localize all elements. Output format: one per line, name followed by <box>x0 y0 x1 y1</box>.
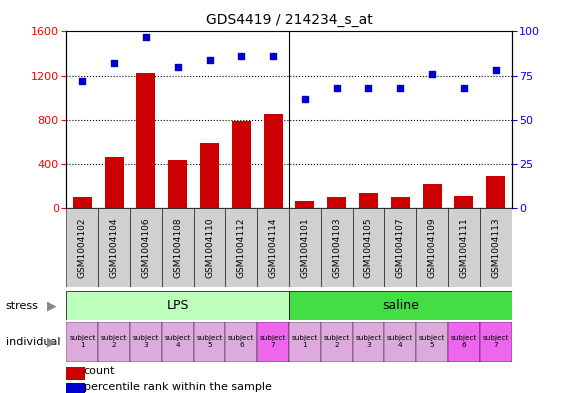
Bar <box>416 208 448 287</box>
Bar <box>480 208 512 287</box>
Text: subject
2: subject 2 <box>101 335 127 349</box>
Bar <box>391 197 410 208</box>
Text: GSM1004104: GSM1004104 <box>110 217 118 278</box>
Point <box>460 85 469 91</box>
Bar <box>423 184 442 208</box>
Bar <box>162 322 194 362</box>
Bar <box>200 143 219 208</box>
Bar <box>289 208 321 287</box>
Text: subject
2: subject 2 <box>324 335 350 349</box>
Text: GSM1004106: GSM1004106 <box>142 217 150 278</box>
Bar <box>98 322 130 362</box>
Text: subject
5: subject 5 <box>197 335 223 349</box>
Bar <box>66 208 98 287</box>
Bar <box>353 322 384 362</box>
Bar <box>359 193 378 208</box>
Point <box>301 95 310 102</box>
Point <box>110 60 119 66</box>
Text: subject
3: subject 3 <box>355 335 381 349</box>
Text: saline: saline <box>382 299 418 312</box>
Text: GSM1004107: GSM1004107 <box>396 217 405 278</box>
Bar <box>454 196 473 208</box>
Bar <box>130 208 162 287</box>
Bar <box>416 322 448 362</box>
Text: GSM1004114: GSM1004114 <box>269 217 277 278</box>
Text: subject
1: subject 1 <box>292 335 318 349</box>
Point <box>428 71 437 77</box>
Text: subject
4: subject 4 <box>387 335 413 349</box>
Text: GSM1004102: GSM1004102 <box>78 217 87 278</box>
Text: percentile rank within the sample: percentile rank within the sample <box>84 382 272 392</box>
Bar <box>257 322 289 362</box>
Bar <box>162 208 194 287</box>
Text: GSM1004111: GSM1004111 <box>460 217 468 278</box>
Bar <box>66 291 289 320</box>
Bar <box>73 197 92 208</box>
Text: GSM1004108: GSM1004108 <box>173 217 182 278</box>
Bar <box>289 322 321 362</box>
Text: subject
1: subject 1 <box>69 335 95 349</box>
Bar <box>232 121 251 208</box>
Bar <box>295 200 314 208</box>
Bar <box>327 197 346 208</box>
Bar <box>353 208 384 287</box>
Bar <box>168 160 187 208</box>
Point <box>77 78 87 84</box>
Point <box>364 85 373 91</box>
Bar <box>130 322 162 362</box>
Bar <box>486 176 505 208</box>
Bar <box>136 73 155 208</box>
Text: subject
7: subject 7 <box>260 335 286 349</box>
Bar <box>66 322 98 362</box>
Text: subject
6: subject 6 <box>451 335 477 349</box>
Text: LPS: LPS <box>166 299 189 312</box>
Point <box>237 53 246 59</box>
Text: GSM1004103: GSM1004103 <box>332 217 341 278</box>
Bar <box>66 383 85 393</box>
Text: individual: individual <box>6 337 60 347</box>
Point <box>396 85 405 91</box>
Bar <box>194 208 225 287</box>
Text: stress: stress <box>6 301 39 310</box>
Text: subject
7: subject 7 <box>483 335 509 349</box>
Point <box>332 85 341 91</box>
Text: GSM1004109: GSM1004109 <box>428 217 436 278</box>
Text: count: count <box>84 366 115 376</box>
Text: GSM1004112: GSM1004112 <box>237 217 246 278</box>
Bar <box>194 322 225 362</box>
Bar <box>289 291 512 320</box>
Text: subject
6: subject 6 <box>228 335 254 349</box>
Text: GSM1004110: GSM1004110 <box>205 217 214 278</box>
Text: ▶: ▶ <box>47 335 57 349</box>
Bar <box>98 208 130 287</box>
Text: GDS4419 / 214234_s_at: GDS4419 / 214234_s_at <box>206 13 372 27</box>
Text: ▶: ▶ <box>47 299 57 312</box>
Bar <box>448 208 480 287</box>
Bar <box>257 208 289 287</box>
Bar <box>225 322 257 362</box>
Bar <box>384 322 416 362</box>
Text: GSM1004113: GSM1004113 <box>491 217 500 278</box>
Bar <box>321 208 353 287</box>
Point <box>173 64 183 70</box>
Bar <box>321 322 353 362</box>
Bar <box>225 208 257 287</box>
Text: subject
4: subject 4 <box>165 335 191 349</box>
Point <box>141 34 150 40</box>
Bar <box>66 367 85 380</box>
Bar <box>264 114 283 208</box>
Text: GSM1004105: GSM1004105 <box>364 217 373 278</box>
Text: GSM1004101: GSM1004101 <box>301 217 309 278</box>
Text: subject
3: subject 3 <box>133 335 159 349</box>
Bar <box>448 322 480 362</box>
Point <box>491 67 501 73</box>
Point <box>268 53 278 59</box>
Point <box>205 57 214 63</box>
Bar <box>105 158 124 208</box>
Bar <box>384 208 416 287</box>
Bar <box>480 322 512 362</box>
Text: subject
5: subject 5 <box>419 335 445 349</box>
